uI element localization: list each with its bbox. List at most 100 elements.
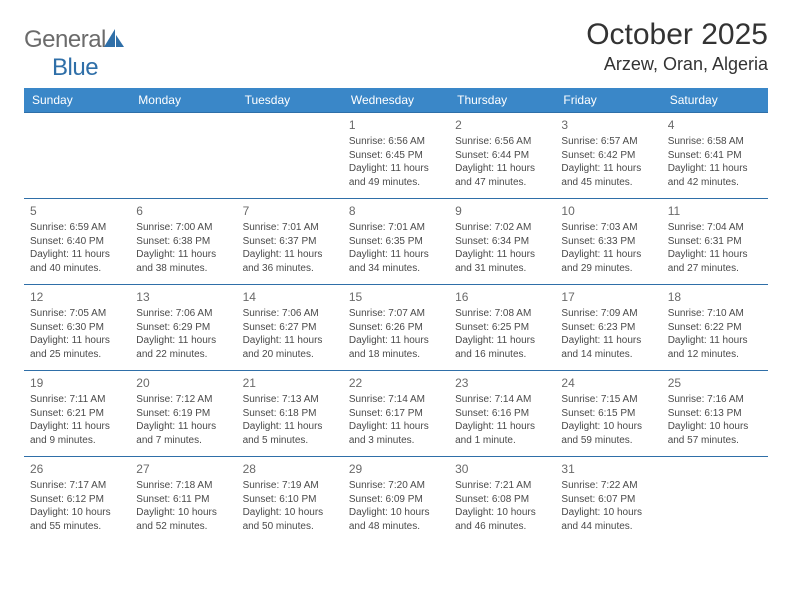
- sunset-text: Sunset: 6:44 PM: [455, 149, 549, 163]
- sunrise-text: Sunrise: 6:57 AM: [561, 135, 655, 149]
- sunset-text: Sunset: 6:34 PM: [455, 235, 549, 249]
- daylight-text: Daylight: 10 hours and 44 minutes.: [561, 506, 655, 533]
- sunset-text: Sunset: 6:10 PM: [243, 493, 337, 507]
- calendar-day-cell: 23Sunrise: 7:14 AMSunset: 6:16 PMDayligh…: [449, 371, 555, 457]
- calendar-day-cell: 13Sunrise: 7:06 AMSunset: 6:29 PMDayligh…: [130, 285, 236, 371]
- calendar-day-cell: 15Sunrise: 7:07 AMSunset: 6:26 PMDayligh…: [343, 285, 449, 371]
- sunset-text: Sunset: 6:16 PM: [455, 407, 549, 421]
- calendar-day-cell: 14 Sunrise: 7:06 AMSunset: 6:27 PMDayligh…: [237, 285, 343, 371]
- sunset-text: Sunset: 6:07 PM: [561, 493, 655, 507]
- month-title: October 2025: [586, 18, 768, 52]
- daylight-text: Daylight: 11 hours and 22 minutes.: [136, 334, 230, 361]
- day-number: 28: [243, 461, 337, 477]
- weekday-header: Wednesday: [343, 88, 449, 113]
- calendar-header-row: SundayMondayTuesdayWednesdayThursdayFrid…: [24, 88, 768, 113]
- day-number: 17: [561, 289, 655, 305]
- daylight-text: Daylight: 11 hours and 49 minutes.: [349, 162, 443, 189]
- sunrise-text: Sunrise: 6:56 AM: [455, 135, 549, 149]
- sunrise-text: Sunrise: 7:20 AM: [349, 479, 443, 493]
- calendar-day-cell: 2 Sunrise: 6:56 AMSunset: 6:44 PMDaylight…: [449, 113, 555, 199]
- sunset-text: Sunset: 6:09 PM: [349, 493, 443, 507]
- daylight-text: Daylight: 11 hours and 16 minutes.: [455, 334, 549, 361]
- sunrise-text: Sunrise: 7:01 AM: [243, 221, 337, 235]
- logo: GeneralBlue: [24, 26, 126, 82]
- day-number: 14: [243, 289, 337, 305]
- sunset-text: Sunset: 6:19 PM: [136, 407, 230, 421]
- calendar-day-cell: 20Sunrise: 7:12 AMSunset: 6:19 PMDayligh…: [130, 371, 236, 457]
- calendar-day-cell: 17Sunrise: 7:09 AMSunset: 6:23 PMDayligh…: [555, 285, 661, 371]
- daylight-text: Daylight: 10 hours and 59 minutes.: [561, 420, 655, 447]
- calendar-day-cell: 27Sunrise: 7:18 AMSunset: 6:11 PMDayligh…: [130, 457, 236, 543]
- day-number: 31: [561, 461, 655, 477]
- calendar-day-cell: 5Sunrise: 6:59 AMSunset: 6:40 PMDaylight…: [24, 199, 130, 285]
- location-text: Arzew, Oran, Algeria: [586, 54, 768, 75]
- logo-text: GeneralBlue: [24, 26, 126, 82]
- daylight-text: Daylight: 11 hours and 40 minutes.: [30, 248, 124, 275]
- calendar-day-cell: 12Sunrise: 7:05 AMSunset: 6:30 PMDayligh…: [24, 285, 130, 371]
- daylight-text: Daylight: 11 hours and 7 minutes.: [136, 420, 230, 447]
- calendar-week-row: 5Sunrise: 6:59 AMSunset: 6:40 PMDaylight…: [24, 199, 768, 285]
- sunset-text: Sunset: 6:35 PM: [349, 235, 443, 249]
- daylight-text: Daylight: 10 hours and 48 minutes.: [349, 506, 443, 533]
- calendar-day-cell: 28Sunrise: 7:19 AMSunset: 6:10 PMDayligh…: [237, 457, 343, 543]
- daylight-text: Daylight: 11 hours and 25 minutes.: [30, 334, 124, 361]
- day-number: 15: [349, 289, 443, 305]
- sunset-text: Sunset: 6:17 PM: [349, 407, 443, 421]
- sunrise-text: Sunrise: 7:15 AM: [561, 393, 655, 407]
- day-number: 26: [30, 461, 124, 477]
- weekday-header: Thursday: [449, 88, 555, 113]
- sunrise-text: Sunrise: 7:17 AM: [30, 479, 124, 493]
- weekday-header: Monday: [130, 88, 236, 113]
- sunrise-text: Sunrise: 7:13 AM: [243, 393, 337, 407]
- sunset-text: Sunset: 6:22 PM: [668, 321, 762, 335]
- calendar-day-cell: 26 Sunrise: 7:17 AMSunset: 6:12 PMDayligh…: [24, 457, 130, 543]
- sunrise-text: Sunrise: 7:12 AM: [136, 393, 230, 407]
- calendar-table: SundayMondayTuesdayWednesdayThursdayFrid…: [24, 88, 768, 543]
- sunrise-text: Sunrise: 7:09 AM: [561, 307, 655, 321]
- day-number: 9: [455, 203, 549, 219]
- sunrise-text: Sunrise: 7:14 AM: [349, 393, 443, 407]
- sunrise-text: Sunrise: 7:14 AM: [455, 393, 549, 407]
- sunrise-text: Sunrise: 7:00 AM: [136, 221, 230, 235]
- calendar-day-cell: [237, 113, 343, 199]
- sunrise-text: Sunrise: 7:03 AM: [561, 221, 655, 235]
- day-number: 29: [349, 461, 443, 477]
- day-number: 13: [136, 289, 230, 305]
- daylight-text: Daylight: 11 hours and 20 minutes.: [243, 334, 337, 361]
- page-header: GeneralBlue October 2025 Arzew, Oran, Al…: [24, 18, 768, 82]
- sunrise-text: Sunrise: 7:10 AM: [668, 307, 762, 321]
- sunset-text: Sunset: 6:27 PM: [243, 321, 337, 335]
- sunset-text: Sunset: 6:08 PM: [455, 493, 549, 507]
- day-number: 12: [30, 289, 124, 305]
- sunrise-text: Sunrise: 7:11 AM: [30, 393, 124, 407]
- day-number: 24: [561, 375, 655, 391]
- calendar-day-cell: 4Sunrise: 6:58 AMSunset: 6:41 PMDaylight…: [662, 113, 768, 199]
- daylight-text: Daylight: 11 hours and 18 minutes.: [349, 334, 443, 361]
- calendar-page: GeneralBlue October 2025 Arzew, Oran, Al…: [0, 0, 792, 543]
- sunrise-text: Sunrise: 7:21 AM: [455, 479, 549, 493]
- daylight-text: Daylight: 11 hours and 47 minutes.: [455, 162, 549, 189]
- sunrise-text: Sunrise: 7:06 AM: [243, 307, 337, 321]
- day-number: 18: [668, 289, 762, 305]
- daylight-text: Daylight: 10 hours and 52 minutes.: [136, 506, 230, 533]
- calendar-day-cell: 18Sunrise: 7:10 AMSunset: 6:22 PMDayligh…: [662, 285, 768, 371]
- daylight-text: Daylight: 11 hours and 27 minutes.: [668, 248, 762, 275]
- sunset-text: Sunset: 6:13 PM: [668, 407, 762, 421]
- calendar-day-cell: 1Sunrise: 6:56 AMSunset: 6:45 PMDaylight…: [343, 113, 449, 199]
- calendar-day-cell: 11Sunrise: 7:04 AMSunset: 6:31 PMDayligh…: [662, 199, 768, 285]
- sunset-text: Sunset: 6:12 PM: [30, 493, 124, 507]
- day-number: 8: [349, 203, 443, 219]
- sunrise-text: Sunrise: 7:16 AM: [668, 393, 762, 407]
- daylight-text: Daylight: 10 hours and 55 minutes.: [30, 506, 124, 533]
- sunset-text: Sunset: 6:37 PM: [243, 235, 337, 249]
- daylight-text: Daylight: 11 hours and 45 minutes.: [561, 162, 655, 189]
- calendar-day-cell: 16Sunrise: 7:08 AMSunset: 6:25 PMDayligh…: [449, 285, 555, 371]
- daylight-text: Daylight: 11 hours and 1 minute.: [455, 420, 549, 447]
- calendar-day-cell: 31Sunrise: 7:22 AMSunset: 6:07 PMDayligh…: [555, 457, 661, 543]
- day-number: 2: [455, 117, 549, 133]
- sunset-text: Sunset: 6:31 PM: [668, 235, 762, 249]
- sunset-text: Sunset: 6:21 PM: [30, 407, 124, 421]
- sunrise-text: Sunrise: 7:08 AM: [455, 307, 549, 321]
- daylight-text: Daylight: 11 hours and 5 minutes.: [243, 420, 337, 447]
- sunset-text: Sunset: 6:42 PM: [561, 149, 655, 163]
